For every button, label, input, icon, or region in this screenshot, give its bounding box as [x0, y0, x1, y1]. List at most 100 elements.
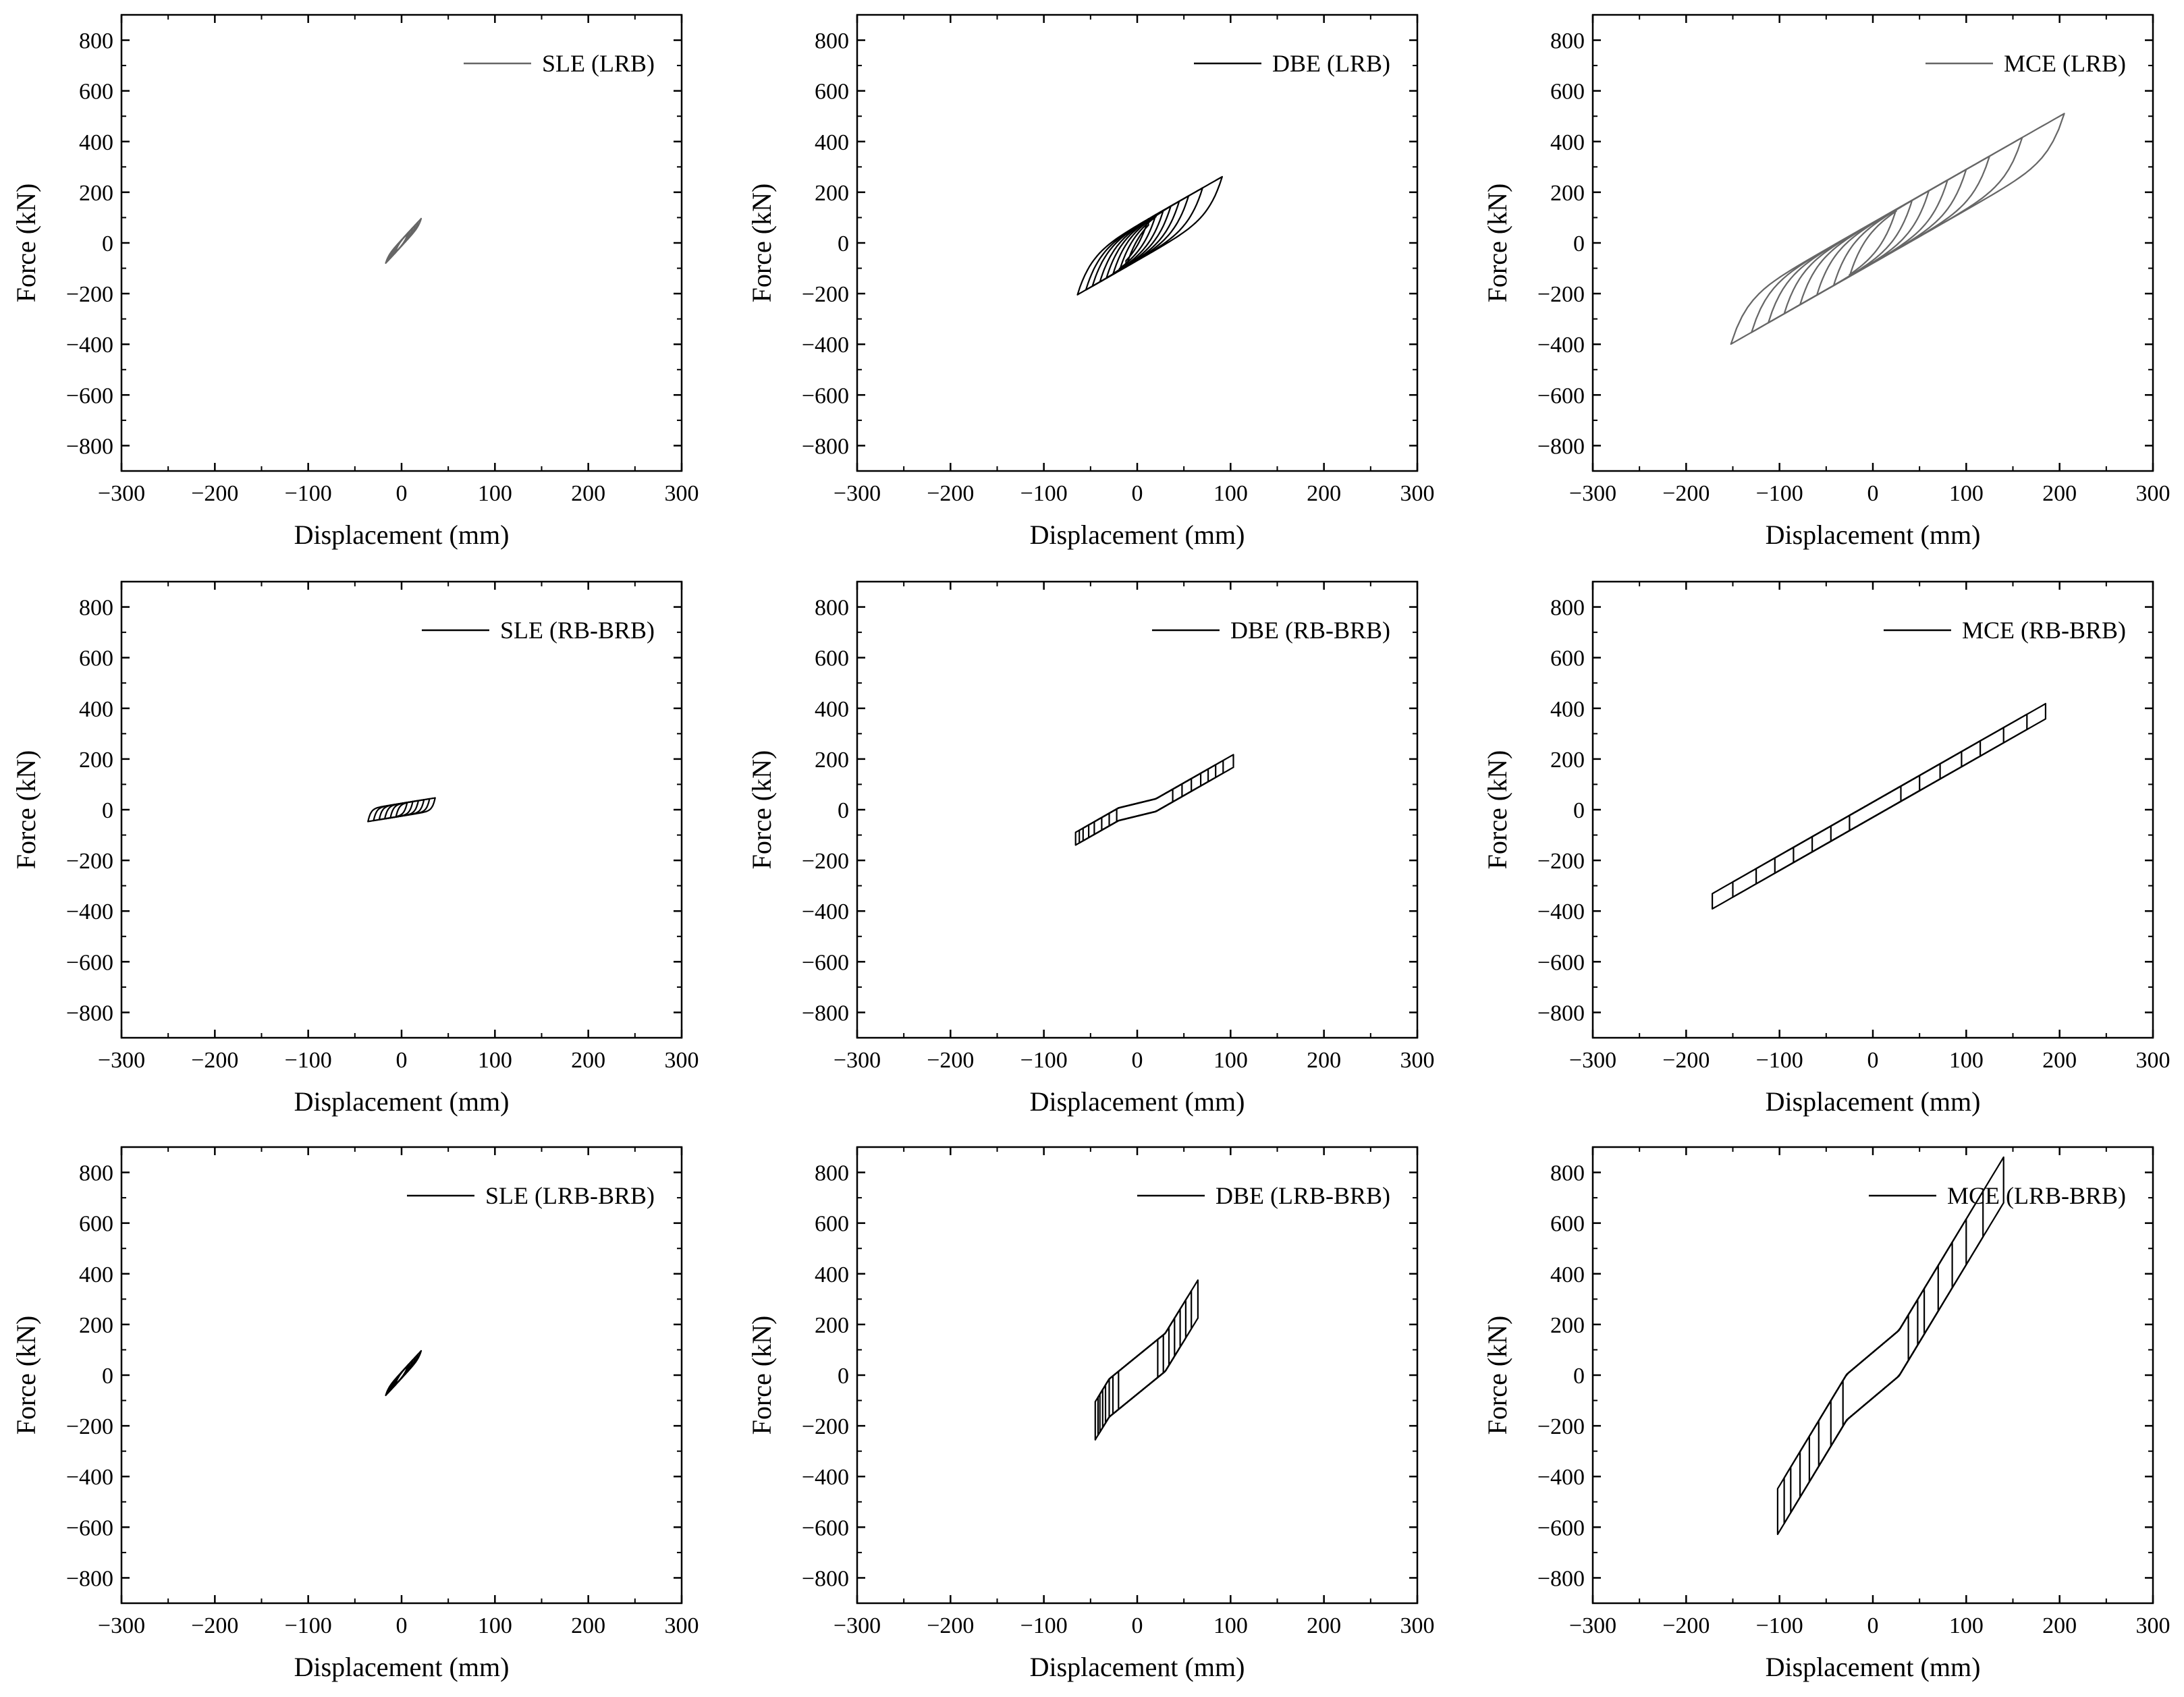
series-dbe-rb-brb — [1074, 754, 1234, 846]
y-tick-label: −400 — [1537, 899, 1585, 924]
x-tick-label: −200 — [1662, 1048, 1710, 1073]
hysteresis-loop — [1816, 190, 1930, 296]
hysteresis-loop — [1849, 208, 1897, 277]
y-tick-label: 400 — [815, 130, 849, 155]
y-tick-label: 0 — [102, 798, 113, 823]
y-tick-label: −400 — [802, 1465, 849, 1490]
y-tick-label: 600 — [1550, 1212, 1585, 1237]
x-axis-title: Displacement (mm) — [1030, 1086, 1245, 1117]
y-tick-label: −200 — [802, 1414, 849, 1439]
y-tick-label: −400 — [66, 333, 113, 358]
y-tick-label: 600 — [815, 646, 849, 671]
x-tick-label: −100 — [285, 1048, 332, 1073]
y-tick-label: 600 — [79, 1212, 113, 1237]
x-tick-label: −100 — [1756, 1613, 1803, 1638]
legend-label: MCE (LRB-BRB) — [1947, 1182, 2126, 1209]
y-tick-label: 800 — [79, 1161, 113, 1186]
x-tick-label: 200 — [1307, 481, 1341, 506]
y-tick-label: −200 — [66, 849, 113, 874]
x-axis-title: Displacement (mm) — [1766, 520, 1981, 550]
x-axis-title: Displacement (mm) — [294, 520, 510, 550]
y-tick-label: −600 — [1537, 950, 1585, 975]
y-tick-label: −600 — [66, 383, 113, 408]
legend-label: DBE (LRB-BRB) — [1216, 1182, 1390, 1209]
y-tick-label: 200 — [79, 1313, 113, 1338]
y-tick-label: 800 — [1550, 596, 1585, 621]
hysteresis-loop — [1849, 785, 1902, 832]
chart-panel-mce-lrb-brb: −300 −200 −100 0 100 200 300 −800 −600 −400 −200 0 2… — [1482, 1146, 2171, 1682]
y-axis-title: Force (kN) — [1482, 184, 1512, 303]
x-tick-label: −200 — [1662, 481, 1710, 506]
x-tick-label: −100 — [285, 1613, 332, 1638]
y-tick-label: 200 — [79, 748, 113, 773]
y-tick-label: 400 — [1550, 697, 1585, 722]
y-axis-title: Force (kN) — [746, 184, 777, 303]
series-sle-rb-brb — [367, 797, 436, 823]
plot-frame — [856, 1146, 1419, 1605]
y-axis-title: Force (kN) — [11, 1316, 41, 1435]
y-tick-label: 800 — [815, 596, 849, 621]
y-tick-label: −400 — [802, 333, 849, 358]
x-tick-label: 0 — [1132, 481, 1143, 506]
y-tick-label: −800 — [66, 1001, 113, 1026]
x-tick-label: 300 — [1400, 481, 1435, 506]
x-tick-label: 100 — [1949, 1613, 1984, 1638]
x-tick-label: −300 — [1569, 1613, 1616, 1638]
series-sle-lrb — [385, 217, 422, 265]
x-tick-label: −100 — [1756, 481, 1803, 506]
y-tick-label: 600 — [79, 646, 113, 671]
plot-frame — [120, 1146, 683, 1605]
chart-panel-dbe-lrb-brb: −300 −200 −100 0 100 200 300 −800 −600 −400 −200 0 2… — [746, 1146, 1435, 1682]
x-tick-label: −300 — [1569, 481, 1616, 506]
x-tick-label: 200 — [571, 1048, 605, 1073]
hysteresis-loop — [394, 231, 409, 254]
x-tick-label: 0 — [1867, 481, 1879, 506]
y-axis-title: Force (kN) — [746, 750, 777, 870]
hysteresis-loop — [394, 1364, 409, 1387]
y-tick-label: −600 — [1537, 1515, 1585, 1540]
x-tick-label: 200 — [2042, 1613, 2077, 1638]
x-tick-label: −300 — [98, 1613, 145, 1638]
y-tick-label: 0 — [102, 231, 113, 256]
y-tick-label: 400 — [815, 1262, 849, 1287]
hysteresis-loop — [1116, 788, 1174, 823]
plot-frame — [1591, 13, 2154, 472]
x-tick-label: 200 — [571, 481, 605, 506]
x-tick-label: 300 — [665, 481, 699, 506]
y-tick-label: −600 — [66, 1515, 113, 1540]
y-axis-title: Force (kN) — [11, 750, 41, 870]
hysteresis-loop — [1793, 750, 1963, 864]
x-tick-label: −100 — [285, 481, 332, 506]
hysteresis-loop — [1774, 740, 1982, 874]
y-tick-label: −600 — [1537, 383, 1585, 408]
x-tick-label: 200 — [1307, 1048, 1341, 1073]
hysteresis-loop — [395, 802, 408, 818]
y-tick-label: 0 — [838, 1364, 849, 1389]
y-tick-label: −800 — [802, 1001, 849, 1026]
y-tick-label: −200 — [1537, 1414, 1585, 1439]
x-axis-title: Displacement (mm) — [294, 1086, 510, 1117]
y-tick-label: 800 — [1550, 1161, 1585, 1186]
y-tick-label: −400 — [1537, 333, 1585, 358]
chart-panel-dbe-rb-brb: −300 −200 −100 0 100 200 300 −800 −600 −400 −200 0 2… — [746, 580, 1435, 1117]
y-tick-label: 600 — [79, 80, 113, 105]
x-tick-label: 0 — [396, 481, 408, 506]
y-tick-label: 200 — [815, 1313, 849, 1338]
y-tick-label: 600 — [815, 1212, 849, 1237]
hysteresis-loop — [1712, 702, 2046, 910]
legend-label: DBE (LRB) — [1272, 50, 1390, 77]
y-tick-label: −200 — [66, 1414, 113, 1439]
x-tick-label: 100 — [478, 481, 512, 506]
y-tick-label: 200 — [815, 181, 849, 206]
hysteresis-loop — [1118, 213, 1157, 272]
series-sle-lrb-brb — [385, 1350, 422, 1397]
hysteresis-loop — [1732, 713, 2028, 898]
chart-panel-sle-lrb-brb: −300 −200 −100 0 100 200 300 −800 −600 −400 −200 0 2… — [11, 1146, 699, 1682]
x-axis-title: Displacement (mm) — [1766, 1086, 1981, 1117]
x-tick-label: 300 — [2136, 1048, 2171, 1073]
y-tick-label: −800 — [802, 434, 849, 459]
y-tick-label: −400 — [66, 1465, 113, 1490]
y-tick-label: −400 — [802, 899, 849, 924]
x-tick-label: −300 — [1569, 1048, 1616, 1073]
y-tick-label: 800 — [815, 1161, 849, 1186]
